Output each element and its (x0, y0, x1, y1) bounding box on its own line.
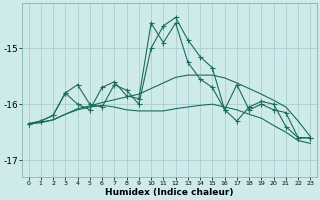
X-axis label: Humidex (Indice chaleur): Humidex (Indice chaleur) (105, 188, 234, 197)
